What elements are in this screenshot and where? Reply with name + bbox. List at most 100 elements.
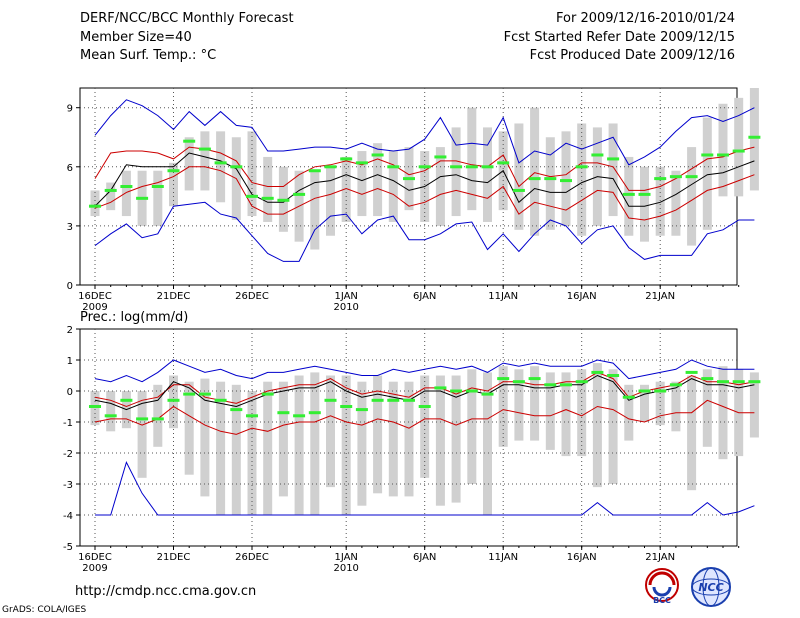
x-tick-label: 1JAN xyxy=(334,291,357,302)
ensemble-box xyxy=(514,369,524,441)
mean-dash xyxy=(512,188,525,192)
fcst-produced-label: Fcst Produced Date 2009/12/16 xyxy=(529,48,735,63)
mean-dash xyxy=(528,377,541,381)
mean-dash xyxy=(575,380,588,384)
mean-dash xyxy=(481,392,494,396)
mean-dash xyxy=(418,165,431,169)
mean-dash xyxy=(497,377,510,381)
lower-spread-line xyxy=(94,399,755,435)
ensemble-box xyxy=(561,372,571,457)
mean-dash xyxy=(434,386,447,390)
y-tick-label: 0 xyxy=(67,281,73,292)
mean-dash xyxy=(528,177,541,181)
bcc-logo-text: BCC xyxy=(653,596,671,605)
mean-dash xyxy=(89,405,101,408)
x-tick-label: 21DEC xyxy=(157,291,191,302)
ensemble-box xyxy=(530,366,540,441)
median-line xyxy=(94,374,755,411)
mean-dash xyxy=(701,377,714,381)
ensemble-box xyxy=(467,107,477,211)
ensemble-box xyxy=(577,123,587,236)
x-tick-year: 2010 xyxy=(333,563,358,574)
ensemble-box xyxy=(184,381,194,475)
x-tick-label: 16DEC xyxy=(78,291,112,302)
mean-dash xyxy=(591,370,604,374)
ensemble-box xyxy=(294,375,304,515)
ensemble-box xyxy=(514,123,524,230)
x-tick-label: 6JAN xyxy=(413,552,436,563)
x-tick-label: 21JAN xyxy=(645,291,675,302)
mean-dash xyxy=(230,165,243,169)
ensemble-box xyxy=(545,372,555,450)
ensemble-box xyxy=(483,372,492,515)
ensemble-box xyxy=(624,156,634,236)
max-line xyxy=(94,99,755,166)
ensemble-box xyxy=(121,170,131,217)
mean-dash xyxy=(183,139,196,143)
mean-dash xyxy=(167,398,180,402)
member-size-label: Member Size=40 xyxy=(80,30,192,45)
ensemble-box xyxy=(718,103,728,197)
mean-dash xyxy=(450,165,463,169)
mean-dash xyxy=(324,398,337,402)
mean-dash xyxy=(214,398,227,402)
y-tick-label: 2 xyxy=(67,325,73,336)
mean-dash xyxy=(387,165,400,169)
ensemble-box xyxy=(373,143,383,217)
mean-dash xyxy=(167,169,180,173)
x-tick-label: 26DEC xyxy=(235,552,269,563)
ensemble-box xyxy=(718,366,728,460)
x-tick-label: 21JAN xyxy=(645,552,675,563)
x-tick-label: 16JAN xyxy=(567,552,597,563)
ensemble-box xyxy=(640,384,649,422)
mean-dash xyxy=(104,414,117,418)
mean-dash xyxy=(622,192,635,196)
period-label: For 2009/12/16-2010/01/24 xyxy=(556,11,735,26)
mean-dash xyxy=(544,383,557,387)
mean-dash xyxy=(654,177,667,181)
footer-url[interactable]: http://cmdp.ncc.cma.gov.cn xyxy=(75,584,257,599)
ncc-logo-text: NCC xyxy=(698,581,723,594)
x-tick-label: 26DEC xyxy=(235,291,269,302)
y-tick-label: -1 xyxy=(63,418,73,429)
ensemble-box xyxy=(310,372,320,515)
mean-dash xyxy=(104,188,117,192)
ensemble-box xyxy=(357,381,367,506)
ensemble-box xyxy=(624,384,634,441)
mean-dash xyxy=(89,204,101,208)
ensemble-box xyxy=(90,190,100,217)
x-tick-label: 16JAN xyxy=(567,291,597,302)
x-tick-year: 2009 xyxy=(82,302,107,313)
y-tick-label: 1 xyxy=(67,356,73,367)
mean-dash xyxy=(403,398,415,402)
ensemble-box xyxy=(608,123,618,217)
ensemble-box xyxy=(263,156,273,222)
x-tick-label: 11JAN xyxy=(488,552,518,563)
mean-dash xyxy=(371,153,384,157)
ensemble-box xyxy=(655,381,665,426)
mean-dash xyxy=(136,417,149,421)
ensemble-box xyxy=(184,137,194,191)
mean-dash xyxy=(622,395,635,399)
ensemble-box xyxy=(106,182,116,211)
mean-dash xyxy=(261,196,274,200)
mean-dash xyxy=(151,185,164,188)
mean-dash xyxy=(308,411,321,415)
mean-dash xyxy=(183,392,196,396)
ensemble-box xyxy=(357,151,367,217)
ensemble-box xyxy=(592,363,602,488)
x-tick-year: 2009 xyxy=(82,563,107,574)
mean-dash xyxy=(277,198,290,202)
ensemble-box xyxy=(483,127,492,222)
ensemble-box xyxy=(153,170,163,226)
y-tick-label: -4 xyxy=(63,511,73,522)
mean-dash xyxy=(481,165,494,169)
mean-dash xyxy=(638,389,651,393)
mean-dash xyxy=(685,370,698,374)
fcst-started-label: Fcst Started Refer Date 2009/12/15 xyxy=(503,30,735,45)
mean-dash xyxy=(512,380,525,384)
chart-title: DERF/NCC/BCC Monthly Forecast xyxy=(80,11,294,26)
